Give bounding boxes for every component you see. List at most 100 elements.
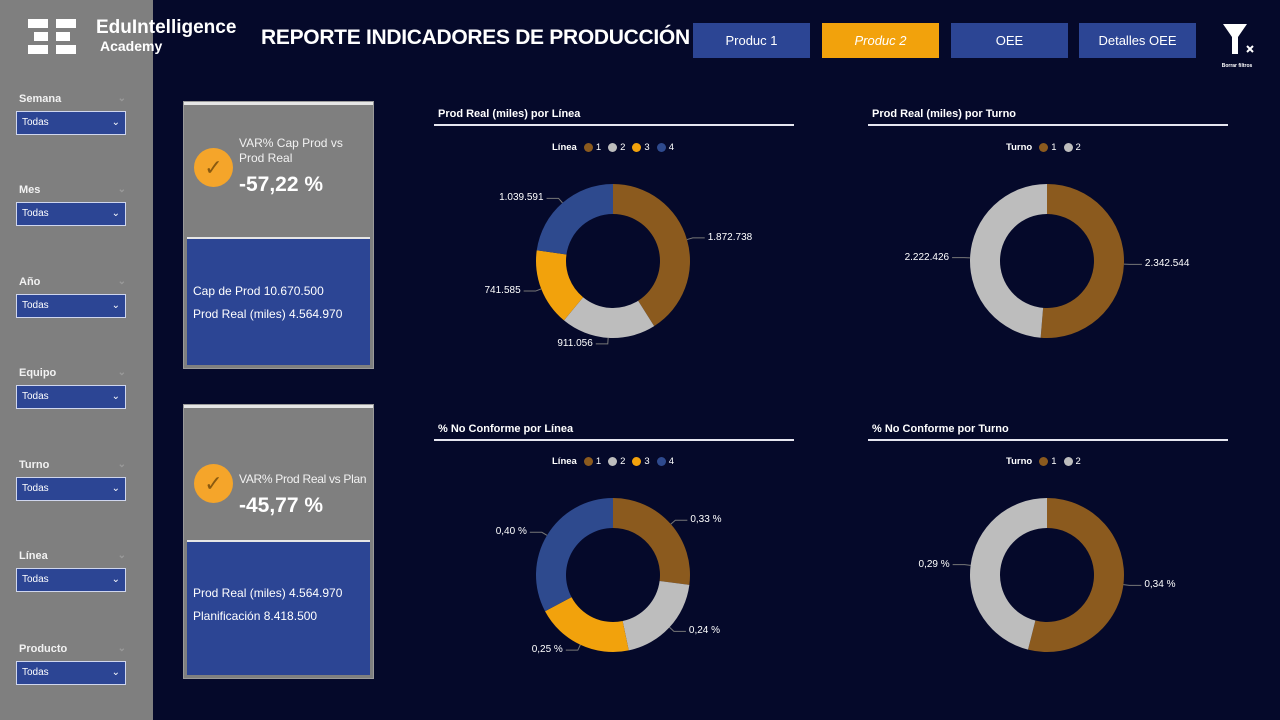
donut-slice[interactable]	[535, 250, 584, 321]
legend-item[interactable]: 1	[580, 142, 601, 153]
donut-slice[interactable]	[1027, 498, 1124, 652]
chevron-down-icon[interactable]: ⌄	[117, 276, 126, 287]
chevron-down-icon[interactable]: ⌄	[117, 184, 126, 195]
filter-value: Todas	[22, 117, 49, 128]
check-icon: ✓	[194, 148, 233, 187]
legend-label: 4	[668, 456, 674, 467]
filter-label: Mes	[19, 184, 41, 196]
nav-button-2[interactable]: OEE	[951, 23, 1068, 58]
clear-filters-button[interactable]: Borrar filtros	[1212, 22, 1262, 69]
kpi-value: -57,22 %	[239, 173, 324, 196]
filter-value: Todas	[22, 667, 49, 678]
chevron-down-icon[interactable]: ⌄	[117, 550, 126, 561]
legend-label: 1	[595, 456, 602, 467]
data-label: 1.872.738	[707, 231, 753, 243]
legend-dot	[583, 143, 593, 152]
legend-label: 3	[644, 142, 650, 153]
kpi-title: VAR% Prod Real vs Plan	[239, 472, 367, 486]
legend-item[interactable]: 3	[628, 456, 650, 467]
chart-title: % No Conforme por Turno	[868, 423, 1228, 441]
legend-item[interactable]: 1	[580, 456, 601, 467]
filter-value: Todas	[22, 208, 49, 219]
kpi-detail: Prod Real (miles) 4.564.970	[193, 586, 343, 600]
chevron-down-icon: ⌄	[111, 117, 120, 128]
filter-label: Equipo	[19, 367, 57, 379]
data-label: 1.039.591	[499, 192, 544, 204]
legend-item[interactable]: 1	[1035, 142, 1057, 153]
donut-slice[interactable]	[613, 498, 691, 585]
filter-dropdown[interactable]: Todas ⌄	[16, 202, 126, 226]
logo-icon	[28, 18, 76, 54]
legend-dot	[583, 457, 593, 466]
nav-button-0[interactable]: Produc 1	[693, 23, 810, 58]
chart-title: Prod Real (miles) por Línea	[434, 108, 794, 126]
leader-line	[669, 626, 686, 632]
filter-dropdown[interactable]: Todas ⌄	[16, 385, 126, 409]
page-title: REPORTE INDICADORES DE PRODUCCIÓN	[261, 26, 690, 49]
chevron-down-icon: ⌄	[111, 667, 120, 678]
legend-item[interactable]: 3	[628, 142, 650, 153]
legend-item[interactable]: 4	[653, 142, 674, 153]
filter-clear-icon	[1223, 24, 1254, 54]
leader-line	[595, 337, 609, 345]
chevron-down-icon: ⌄	[111, 208, 120, 219]
filter-label: Producto	[19, 643, 68, 655]
legend-title: Turno	[1006, 456, 1033, 467]
data-label: 2.222.426	[904, 251, 950, 263]
data-label: 0,34 %	[1144, 579, 1176, 591]
filter-6: Producto ⌄ Todas ⌄	[16, 643, 126, 685]
filter-dropdown[interactable]: Todas ⌄	[16, 111, 126, 135]
kpi-detail: Prod Real (miles) 4.564.970	[193, 307, 343, 321]
donut-slice[interactable]	[970, 184, 1047, 338]
donut-slice[interactable]	[536, 184, 613, 255]
legend-title: Línea	[552, 142, 577, 153]
nav-button-1[interactable]: Produc 2	[822, 23, 939, 58]
filter-label: Semana	[19, 93, 62, 105]
donut-slice[interactable]	[563, 297, 655, 338]
filter-dropdown[interactable]: Todas ⌄	[16, 477, 126, 501]
donut-slice[interactable]	[622, 581, 690, 651]
chart-title: Prod Real (miles) por Turno	[868, 108, 1228, 126]
filter-5: Línea ⌄ Todas ⌄	[16, 550, 126, 592]
data-label: 0,24 %	[688, 625, 721, 637]
data-label: 0,25 %	[531, 644, 563, 656]
legend-item[interactable]: 1	[1035, 456, 1057, 467]
data-label: 911.056	[557, 337, 593, 349]
donut-slice[interactable]	[613, 184, 690, 327]
filter-0: Semana ⌄ Todas ⌄	[16, 93, 126, 135]
data-label: 0,29 %	[918, 558, 950, 570]
legend-dot	[1039, 143, 1049, 152]
legend-item[interactable]: 2	[604, 456, 625, 467]
filter-1: Mes ⌄ Todas ⌄	[16, 184, 126, 226]
filter-3: Equipo ⌄ Todas ⌄	[16, 367, 126, 409]
legend-item[interactable]: 4	[653, 456, 674, 467]
legend-item[interactable]: 2	[604, 142, 625, 153]
kpi-detail: Cap de Prod 10.670.500	[193, 284, 324, 298]
chart-legend: Línea 1 2 3 4	[552, 142, 674, 153]
chevron-down-icon[interactable]: ⌄	[117, 459, 126, 470]
chevron-down-icon[interactable]: ⌄	[117, 643, 126, 654]
legend-label: 1	[1051, 142, 1057, 153]
donut-slice[interactable]	[536, 498, 613, 612]
filter-value: Todas	[22, 574, 49, 585]
legend-item[interactable]: 2	[1060, 142, 1081, 153]
legend-label: 1	[595, 142, 602, 153]
donut-slice[interactable]	[969, 498, 1047, 650]
chevron-down-icon[interactable]: ⌄	[117, 367, 126, 378]
filter-dropdown[interactable]: Todas ⌄	[16, 661, 126, 685]
donut-slice[interactable]	[1040, 184, 1124, 338]
nav-button-3[interactable]: Detalles OEE	[1079, 23, 1196, 58]
data-label: 0,40 %	[495, 526, 527, 538]
legend-dot	[1039, 457, 1049, 466]
kpi-title: VAR% Cap Prod vs Prod Real	[239, 136, 343, 165]
legend-dot	[608, 143, 618, 152]
chevron-down-icon[interactable]: ⌄	[117, 93, 126, 104]
leader-line	[523, 288, 542, 292]
legend-title: Línea	[552, 456, 577, 467]
legend-item[interactable]: 2	[1060, 456, 1081, 467]
legend-title: Turno	[1006, 142, 1033, 153]
donut-slice[interactable]	[545, 597, 629, 652]
filter-dropdown[interactable]: Todas ⌄	[16, 568, 126, 592]
filter-dropdown[interactable]: Todas ⌄	[16, 294, 126, 318]
chart-legend: Turno 1 2	[1006, 456, 1081, 467]
